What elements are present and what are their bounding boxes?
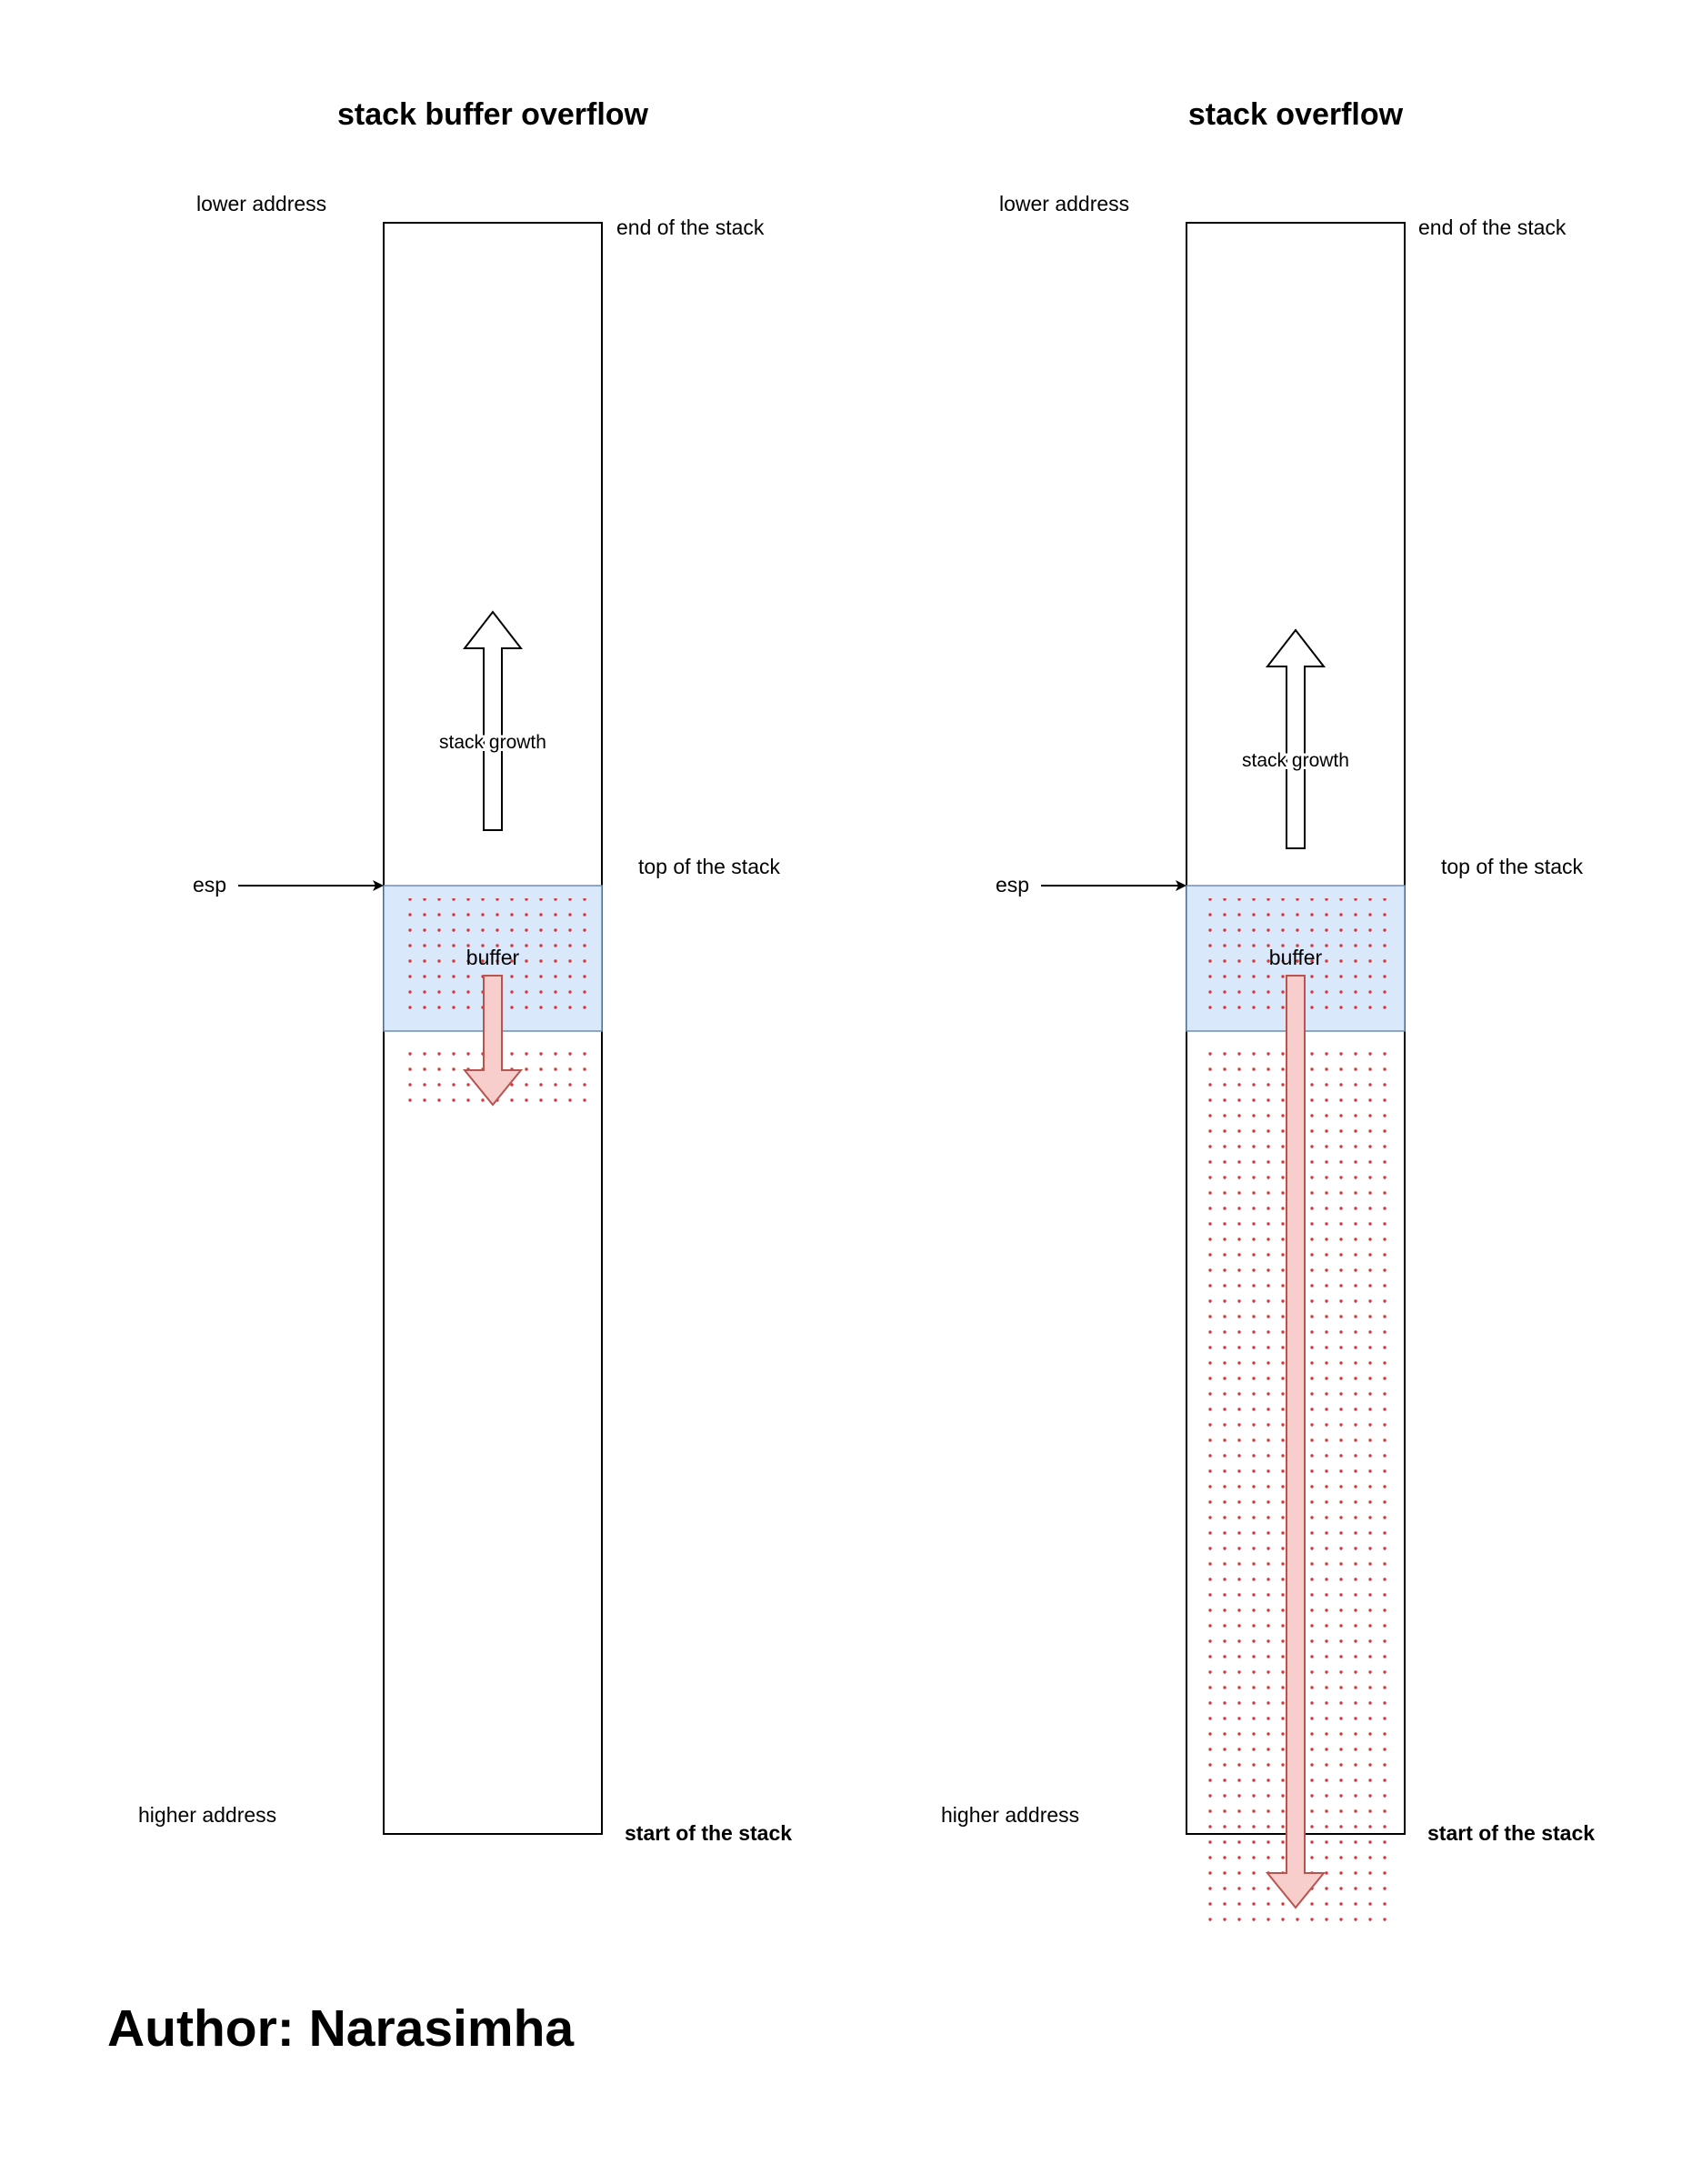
lower-address-label: lower address bbox=[196, 192, 326, 215]
lower-address-label: lower address bbox=[999, 192, 1129, 215]
panel-stack-buffer-overflow: stack buffer overflow lower address end … bbox=[138, 97, 792, 1845]
end-of-stack-label: end of the stack bbox=[616, 215, 765, 239]
stack-growth-label: stack growth bbox=[439, 732, 546, 753]
esp-label: esp bbox=[193, 873, 226, 897]
start-of-stack-label: start of the stack bbox=[625, 1821, 792, 1845]
esp-label: esp bbox=[996, 873, 1029, 897]
panel-title: stack buffer overflow bbox=[337, 97, 649, 132]
start-of-stack-label: start of the stack bbox=[1427, 1821, 1595, 1845]
higher-address-label: higher address bbox=[941, 1803, 1079, 1827]
panel-title: stack overflow bbox=[1188, 97, 1404, 132]
panel-stack-overflow: stack overflow lower address end of the … bbox=[941, 97, 1595, 1932]
stack-growth-label: stack growth bbox=[1242, 750, 1349, 771]
author-credit: Author: Narasimha bbox=[107, 1999, 575, 2058]
stack-growth-arrow-icon bbox=[1265, 628, 1327, 849]
buffer-label: buffer bbox=[1269, 946, 1323, 969]
overflow-arrow-icon bbox=[1265, 975, 1327, 1909]
top-of-stack-label: top of the stack bbox=[1441, 855, 1583, 878]
overflow-arrow-icon bbox=[462, 975, 524, 1107]
stack-growth-arrow-icon bbox=[462, 610, 524, 831]
end-of-stack-label: end of the stack bbox=[1418, 215, 1567, 239]
higher-address-label: higher address bbox=[138, 1803, 276, 1827]
buffer-label: buffer bbox=[466, 946, 520, 969]
top-of-stack-label: top of the stack bbox=[638, 855, 780, 878]
